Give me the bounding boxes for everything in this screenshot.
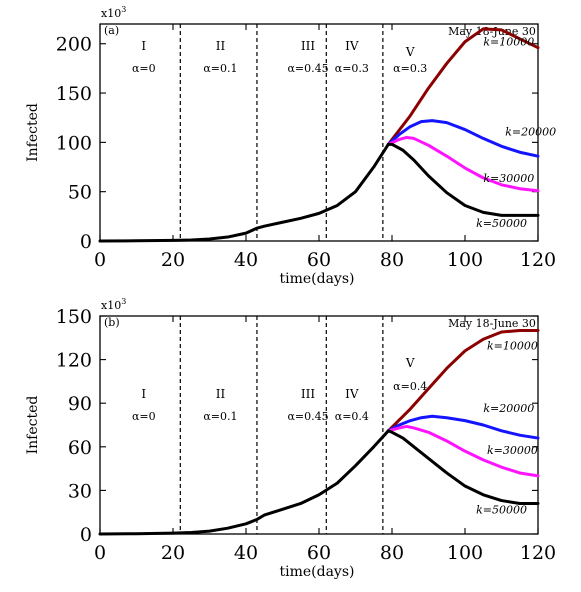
series-line-base [98, 142, 390, 243]
panel-b: 0 20 40 60 80 100 120 0 30 60 90 120 150 time(days) In… [25, 297, 556, 580]
y-tick-label: 30 [68, 480, 92, 502]
panel-label: (b) [104, 316, 120, 329]
y-multiplier-base: x10 [101, 299, 121, 312]
series-line-k-30000 [386, 135, 540, 193]
y-tick-label: 90 [68, 393, 92, 415]
x-axis-title: time(days) [280, 564, 355, 580]
y-tick-label: 120 [56, 350, 92, 372]
x-tick-label: 120 [520, 542, 556, 564]
x-tick-label: 40 [234, 542, 258, 564]
y-multiplier: x103 [101, 297, 126, 312]
panel-a: 0 20 40 60 80 100 120 0 50 100 150 200 time(days) Inf… [25, 5, 556, 287]
x-tick-label: 40 [234, 249, 258, 271]
phase-roman-label: II [216, 387, 226, 401]
y-multiplier-base: x10 [101, 7, 121, 20]
series-line-k-10000 [386, 329, 540, 433]
phase-roman-label: V [405, 45, 415, 59]
phase-alpha-label: α=0.45 [287, 410, 328, 423]
series-line-k-50000 [386, 429, 540, 505]
y-tick-label: 0 [80, 231, 92, 253]
y-tick-label: 200 [56, 34, 92, 56]
x-tick-label: 60 [307, 542, 331, 564]
y-tick-label: 100 [56, 132, 92, 154]
y-multiplier-exp: 3 [121, 297, 126, 306]
phase-roman-label: IV [345, 39, 359, 53]
phase-alpha-label: α=0.1 [203, 410, 237, 423]
series-line-k-20000 [386, 119, 540, 158]
y-tick-label: 60 [68, 437, 92, 459]
y-tick-label: 0 [80, 524, 92, 546]
series-line-k-30000 [386, 424, 540, 478]
series-label: k=50000 [476, 217, 527, 230]
phase-alpha-label: α=0.45 [287, 62, 328, 75]
x-tick-label: 80 [380, 249, 404, 271]
y-tick-label: 150 [56, 306, 92, 328]
phase-roman-label: IV [345, 387, 359, 401]
y-axis-title: Infected [25, 396, 41, 455]
y-tick-label: 150 [56, 83, 92, 105]
x-tick-label: 120 [520, 249, 556, 271]
series-label: k=30000 [483, 172, 534, 185]
phase-roman-label: V [405, 356, 415, 370]
x-tick-label: 0 [94, 542, 106, 564]
phase-roman-label: I [141, 387, 146, 401]
series-label: k=30000 [487, 444, 538, 457]
x-tick-label: 100 [447, 542, 483, 564]
x-tick-label: 80 [380, 542, 404, 564]
x-tick-label: 60 [307, 249, 331, 271]
phase-roman-label: II [216, 39, 226, 53]
y-axis-title: Infected [25, 103, 41, 162]
series-line-k-20000 [386, 414, 540, 440]
series-label: k=20000 [483, 402, 534, 415]
plot-frame [99, 315, 539, 535]
date-range-label: May 18-June 30 [448, 317, 536, 330]
x-tick-label: 20 [161, 249, 185, 271]
phase-alpha-label: α=0.4 [393, 380, 427, 393]
x-tick-label: 0 [94, 249, 106, 271]
y-tick-label: 50 [68, 182, 92, 204]
series-line-k-10000 [386, 27, 540, 146]
phase-alpha-label: α=0.3 [335, 62, 369, 75]
series-label: k=50000 [476, 504, 527, 517]
phase-roman-label: III [301, 39, 315, 53]
x-axis-title: time(days) [280, 271, 355, 287]
phase-alpha-label: α=0 [132, 62, 156, 75]
phase-roman-label: I [141, 39, 146, 53]
phase-alpha-label: α=0.4 [335, 410, 369, 423]
series-label: k=10000 [487, 339, 538, 352]
phase-alpha-label: α=0.1 [203, 62, 237, 75]
series-label: k=10000 [483, 36, 534, 49]
y-multiplier: x103 [101, 5, 126, 20]
x-tick-label: 100 [447, 249, 483, 271]
phase-alpha-label: α=0 [132, 410, 156, 423]
series-label: k=20000 [505, 125, 556, 138]
y-multiplier-exp: 3 [121, 5, 126, 14]
phase-alpha-label: α=0.3 [393, 62, 427, 75]
x-tick-label: 20 [161, 542, 185, 564]
series-line-base [98, 429, 390, 536]
panel-label: (a) [104, 24, 119, 37]
phase-roman-label: III [301, 387, 315, 401]
series-line-k-50000 [386, 142, 540, 217]
